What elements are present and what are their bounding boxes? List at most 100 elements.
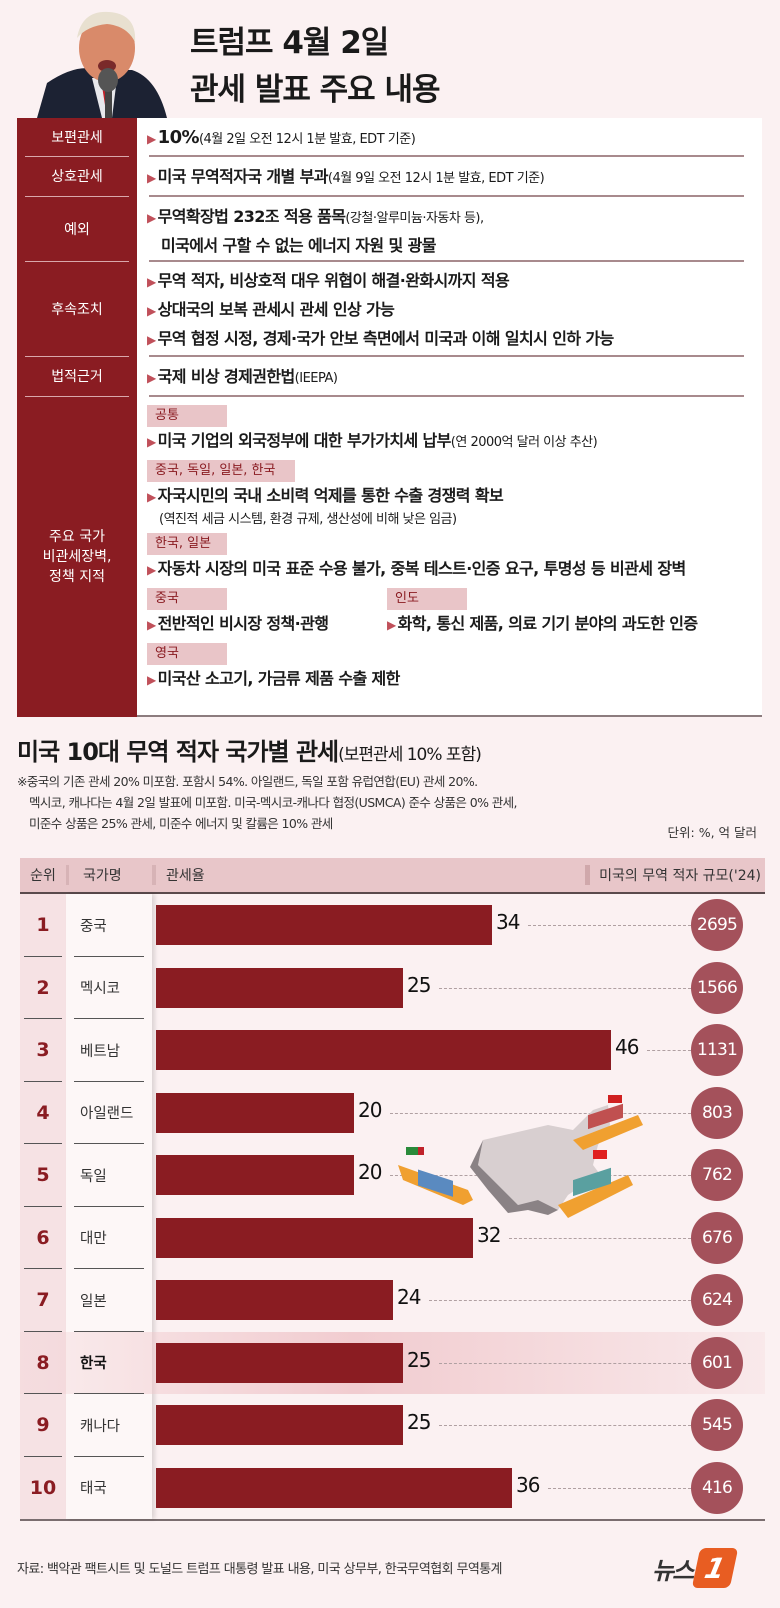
bar-area: 46 1131 — [152, 1019, 765, 1082]
deficit-circle: 1566 — [691, 961, 743, 1014]
news1-logo: 뉴스 1 — [652, 1548, 739, 1588]
dashed-leader-line — [509, 1237, 691, 1239]
bullet-sub: (IEEPA) — [294, 371, 338, 386]
bullet-main: 무역 협정 시정, 경제·국가 안보 측면에서 미국과 이해 일치시 인하 가능 — [157, 329, 615, 348]
row-divider — [24, 1268, 62, 1269]
triangle-bullet-icon: ▶ — [387, 618, 396, 632]
label-line: 주요 국가 — [49, 529, 105, 545]
tariff-bar — [156, 1467, 512, 1508]
chart-title: 미국 10대 무역 적자 국가별 관세(보편관세 10% 포함) — [17, 732, 762, 767]
bullet-continuation: 미국에서 구할 수 없는 에너지 자원 및 광물 — [161, 236, 436, 255]
bar-area: 20 762 — [152, 1144, 765, 1207]
deficit-circle: 1131 — [691, 1024, 743, 1076]
chart-row: 6 대만 32 676 — [20, 1207, 765, 1270]
dashed-leader-line — [390, 1112, 691, 1114]
header: 트럼프 4월 2일 관세 발표 주요 내용 — [0, 0, 780, 118]
row-divider — [24, 1330, 62, 1332]
chart-row: 7 일본 24 624 — [20, 1269, 765, 1332]
rank-number: 2 — [36, 976, 50, 999]
deficit-circle: 762 — [691, 1149, 743, 1201]
deficit-circle: 2695 — [691, 899, 743, 951]
bullet-main: 자국시민의 국내 소비력 억제를 통한 수출 경쟁력 확보 — [157, 486, 504, 505]
policy-row-reciprocal: 상호관세 ▶ 미국 무역적자국 개별 부과(4월 9일 오전 12시 1분 발효,… — [17, 157, 762, 197]
country-name: 캐나다 — [80, 1418, 121, 1435]
country-name: 한국 — [80, 1356, 107, 1373]
triangle-bullet-icon: ▶ — [147, 435, 156, 449]
bar-area: 24 624 — [152, 1269, 765, 1332]
header-tariff: 관세율 — [152, 865, 585, 885]
policy-row-barriers: 주요 국가 비관세장벽, 정책 지적 공통 ▶ 미국 기업의 외국정부에 대한 부가가… — [17, 397, 762, 717]
chart-title-main: 미국 10대 무역 적자 국가별 관세 — [17, 738, 339, 766]
dashed-leader-line — [439, 1425, 691, 1426]
tariff-bar — [156, 1092, 354, 1133]
row-divider — [24, 1393, 62, 1394]
bullet-sub: (4월 9일 오전 12시 1분 발효, EDT 기준) — [327, 171, 545, 186]
country-name: 베트남 — [80, 1043, 121, 1060]
title-line-2: 관세 발표 주요 내용 — [190, 72, 441, 108]
chart-row: 4 아일랜드 20 803 — [20, 1082, 765, 1145]
rank-column-bg — [20, 894, 66, 1519]
bar-area: 32 676 — [152, 1207, 765, 1270]
label-line: 비관세장벽, — [42, 549, 112, 565]
deficit-circle: 624 — [691, 1274, 743, 1326]
name-column-bg — [66, 894, 152, 1519]
tariff-bar — [156, 1030, 611, 1070]
rank-number: 4 — [36, 1101, 50, 1124]
trump-photo — [17, 8, 182, 118]
rank-number: 9 — [36, 1414, 50, 1437]
bar-area: 36 416 — [152, 1457, 765, 1520]
row-divider — [74, 1455, 144, 1457]
unit-label: 단위: %, 억 달러 — [667, 825, 757, 840]
page-title: 트럼프 4월 2일 관세 발표 주요 내용 — [190, 20, 441, 114]
country-tag: 중국 — [147, 588, 227, 610]
bullet-main: 미국산 소고기, 가금류 제품 수출 제한 — [157, 669, 401, 688]
country-name: 아일랜드 — [80, 1106, 134, 1123]
header-rank: 순위 — [30, 868, 56, 884]
bullet-detail: (역진적 세금 시스템, 환경 규제, 생산성에 비해 낮은 임금) — [159, 512, 457, 527]
policy-row-legal: 법적근거 ▶ 국제 비상 경제권한법(IEEPA) — [17, 357, 762, 397]
triangle-bullet-icon: ▶ — [147, 490, 156, 504]
policy-row-exceptions: 예외 ▶ 무역확장법 232조 적용 품목(강철·알루미늄·자동차 등), 미국에서… — [17, 197, 762, 262]
row-divider — [24, 1205, 62, 1207]
note-line: 멕시코, 캐나다는 4월 2일 발표에 미포함. 미국-멕시코-캐나다 협정(U… — [29, 795, 517, 810]
country-tag: 중국, 독일, 일본, 한국 — [147, 460, 295, 482]
rank-number: 5 — [36, 1164, 50, 1187]
bullet-main: 무역 적자, 비상호적 대우 위협이 해결·완화시까지 적용 — [157, 271, 510, 290]
triangle-bullet-icon: ▶ — [147, 673, 156, 687]
tariff-bar — [156, 1342, 403, 1383]
bullet-main: 화학, 통신 제품, 의료 기기 분야의 과도한 인증 — [397, 614, 699, 633]
triangle-bullet-icon: ▶ — [147, 171, 156, 185]
country-tag: 영국 — [147, 643, 227, 665]
tariff-value: 20 — [358, 1097, 382, 1122]
row-divider — [24, 1455, 62, 1457]
policy-label: 후속조치 — [17, 262, 137, 357]
header-deficit: 미국의 무역 적자 규모('24) — [585, 865, 765, 885]
row-divider — [74, 955, 144, 957]
row-divider — [24, 1080, 62, 1082]
tariff-bar — [156, 967, 403, 1008]
bullet-main: 10% — [157, 127, 200, 148]
dashed-leader-line — [429, 1300, 691, 1301]
tariff-bar — [156, 1217, 473, 1258]
bullet-main: 미국 무역적자국 개별 부과 — [157, 167, 329, 186]
policy-label: 법적근거 — [17, 357, 137, 397]
chart-row: 3 베트남 46 1131 — [20, 1019, 765, 1082]
chart-notes: ※중국의 기존 관세 20% 미포함. 포함시 54%. 아일랜드, 독일 포함… — [17, 771, 762, 834]
bar-area: 20 803 — [152, 1082, 765, 1145]
chart-row: 1 중국 34 2695 — [20, 894, 765, 957]
chart-section-header: 미국 10대 무역 적자 국가별 관세(보편관세 10% 포함) ※중국의 기존… — [17, 732, 762, 840]
deficit-circle: 803 — [691, 1086, 743, 1139]
chart-row: 10 태국 36 416 — [20, 1457, 765, 1520]
triangle-bullet-icon: ▶ — [147, 333, 156, 347]
triangle-bullet-icon: ▶ — [147, 211, 156, 225]
triangle-bullet-icon: ▶ — [147, 132, 156, 146]
label-line: 정책 지적 — [49, 569, 105, 585]
row-divider — [24, 955, 62, 957]
chart-row: 8 한국 25 601 — [20, 1331, 765, 1394]
bullet-main: 국제 비상 경제권한법 — [157, 367, 296, 386]
row-divider — [74, 1205, 144, 1207]
chart-row: 2 멕시코 25 1566 — [20, 957, 765, 1019]
rank-number: 6 — [36, 1226, 50, 1249]
rank-number: 1 — [36, 914, 50, 937]
